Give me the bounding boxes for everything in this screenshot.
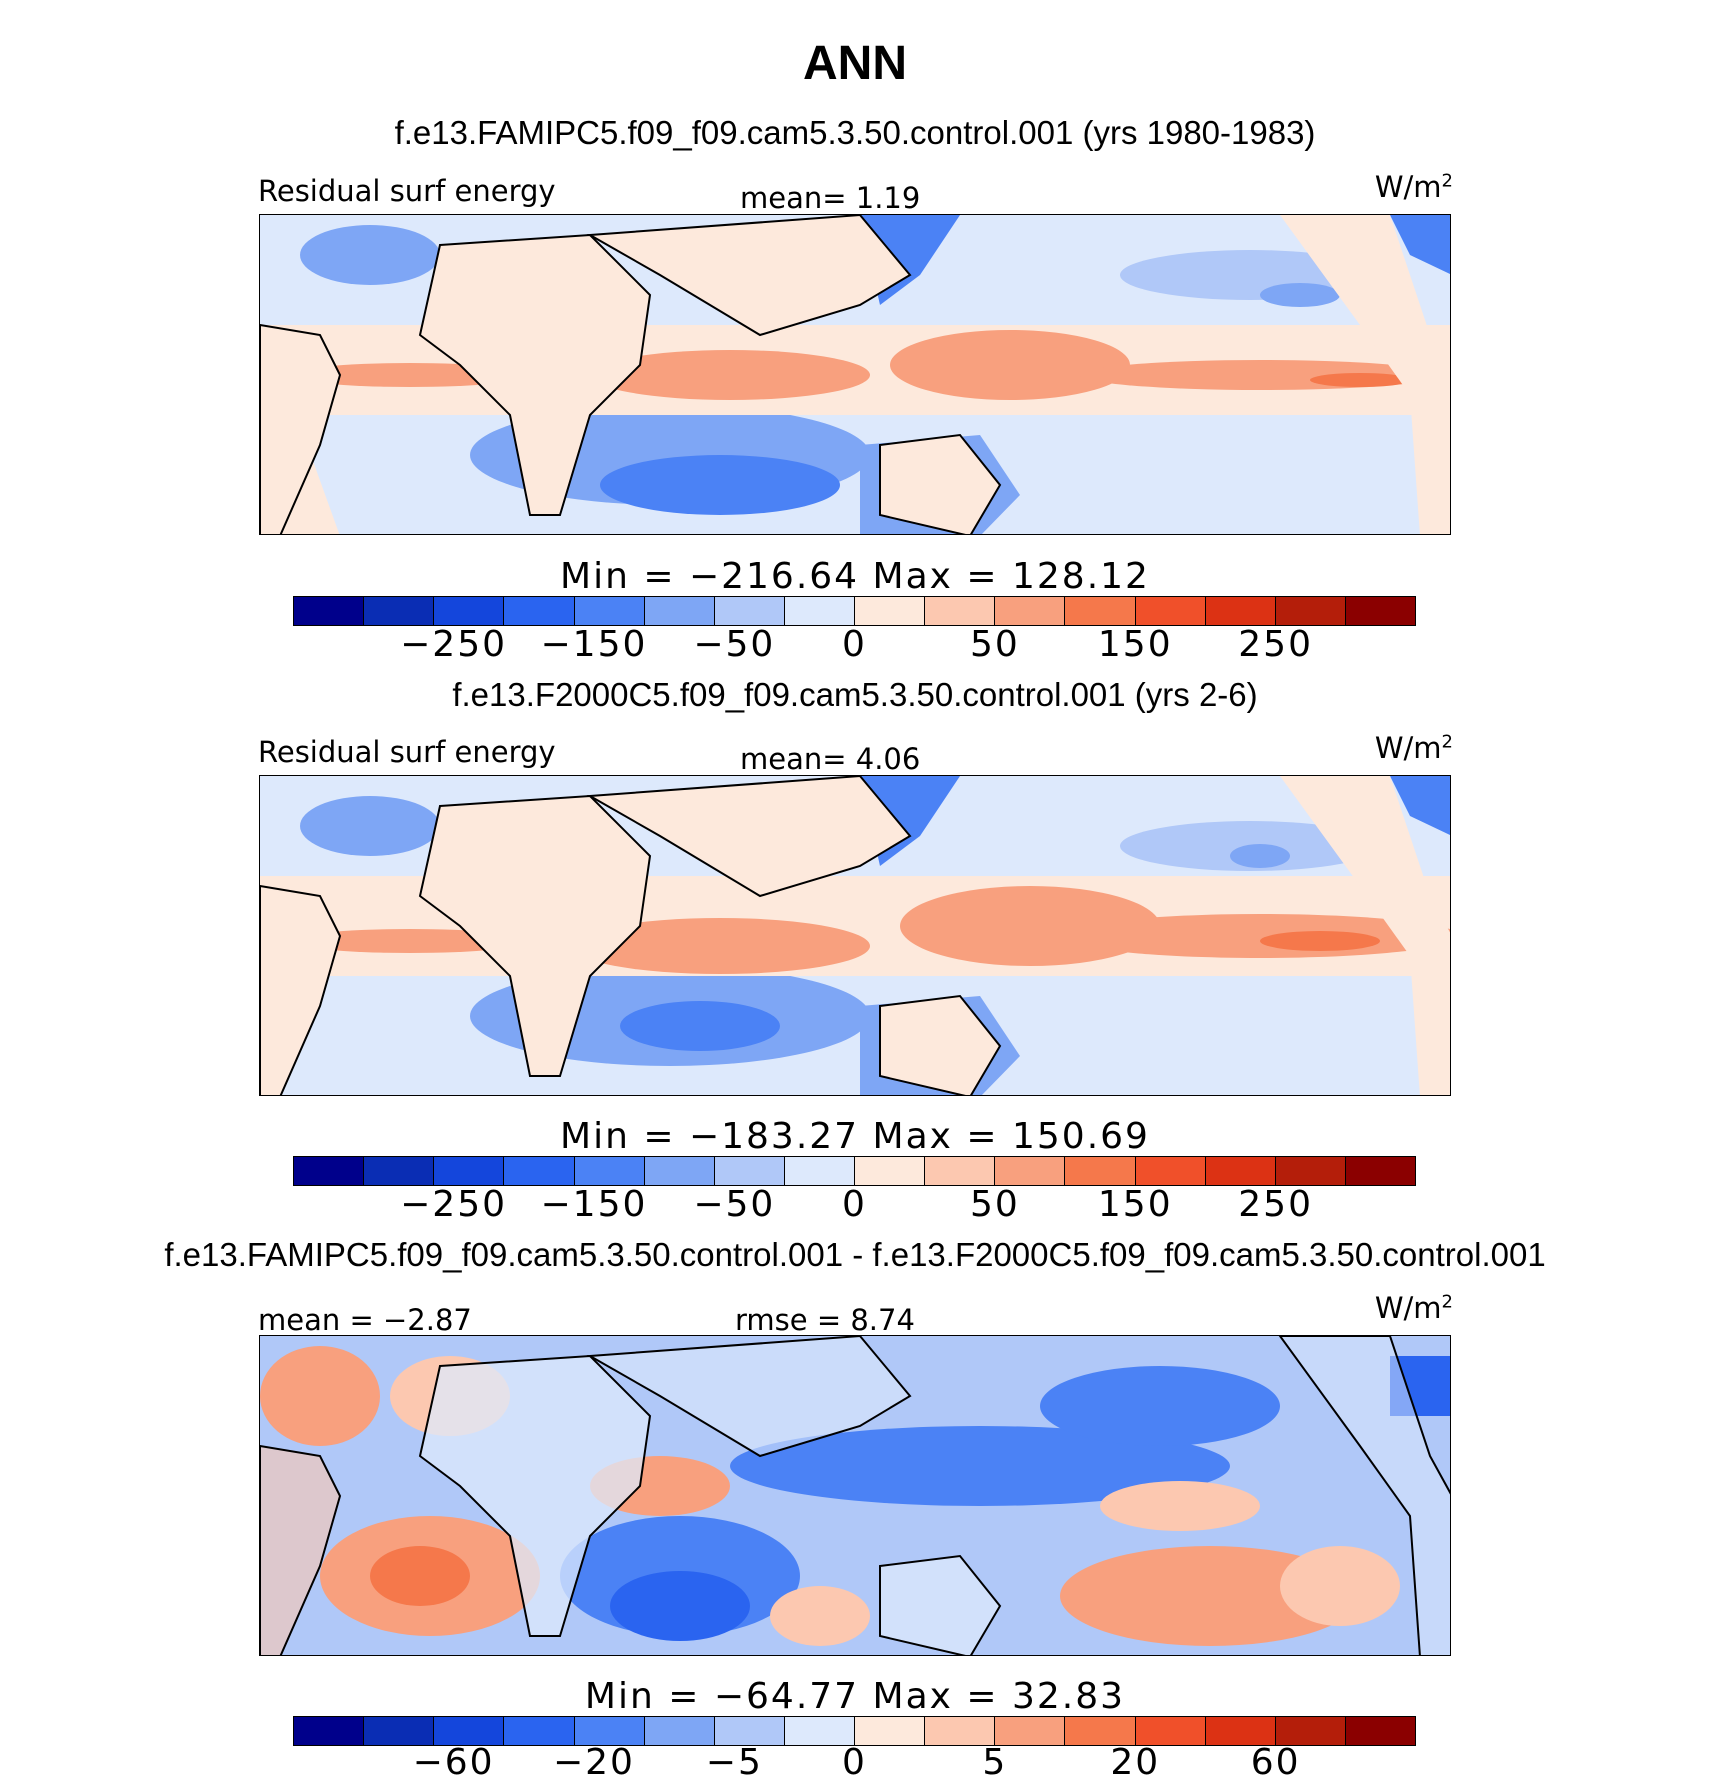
colorbar-box <box>1065 1157 1136 1185</box>
tick-label: 0 <box>842 624 867 665</box>
panel-1-map <box>259 214 1451 535</box>
colorbar-box <box>1135 597 1206 625</box>
colorbar-box <box>714 1157 785 1185</box>
colorbar-box <box>855 597 926 625</box>
colorbar-box <box>644 1717 715 1745</box>
colorbar-box <box>504 1157 575 1185</box>
tick-label: −150 <box>540 624 648 665</box>
panel-1-units: W/m2 <box>1374 170 1453 204</box>
panel-2-colorbar <box>293 1156 1416 1186</box>
colorbar-box <box>784 1717 855 1745</box>
colorbar-box <box>1345 1717 1415 1745</box>
colorbar-box <box>995 1717 1066 1745</box>
colorbar-box <box>1275 1157 1346 1185</box>
colorbar-box <box>364 1157 435 1185</box>
colorbar-box <box>504 597 575 625</box>
colorbar-box <box>1205 1717 1276 1745</box>
colorbar-box <box>1205 1157 1276 1185</box>
colorbar-box <box>1275 597 1346 625</box>
colorbar-box <box>1345 597 1415 625</box>
colorbar-box <box>294 1157 365 1185</box>
colorbar-box <box>644 597 715 625</box>
tick-label: 50 <box>969 624 1020 665</box>
colorbar-box <box>574 1717 645 1745</box>
colorbar-box <box>855 1717 926 1745</box>
tick-label: −50 <box>693 624 776 665</box>
tick-label: −50 <box>693 1184 776 1225</box>
tick-label: −60 <box>412 1742 495 1783</box>
panel-1-mean-label: mean= 1.19 <box>740 181 921 215</box>
panel-3-case-title: f.e13.FAMIPC5.f09_f09.cam5.3.50.control.… <box>164 1236 1546 1273</box>
tick-label: 60 <box>1250 1742 1301 1783</box>
panel-2-map <box>259 775 1451 1096</box>
colorbar-box <box>434 1717 505 1745</box>
colorbar-box <box>784 1157 855 1185</box>
colorbar-box <box>1275 1717 1346 1745</box>
colorbar-box <box>714 597 785 625</box>
panel-3-colorbar <box>293 1716 1416 1746</box>
panel-2-units: W/m2 <box>1374 731 1453 765</box>
panel-1-case-title: f.e13.FAMIPC5.f09_f09.cam5.3.50.control.… <box>394 114 1316 151</box>
colorbar-box <box>574 1157 645 1185</box>
colorbar-box <box>1135 1157 1206 1185</box>
tick-label: 50 <box>969 1184 1020 1225</box>
colorbar-box <box>1205 597 1276 625</box>
panel-3-colorbar-ticks: −60 −20 −5 0 5 20 60 <box>293 1742 1416 1783</box>
panel-2-min-max: Min = −183.27 Max = 150.69 <box>560 1116 1150 1157</box>
colorbar-box <box>434 1157 505 1185</box>
tick-label: −250 <box>400 624 508 665</box>
colorbar-box <box>1135 1717 1206 1745</box>
tick-label: −5 <box>705 1742 763 1783</box>
tick-label: 150 <box>1097 1184 1173 1225</box>
colorbar-box <box>995 597 1066 625</box>
colorbar-box <box>434 597 505 625</box>
colorbar-box <box>644 1157 715 1185</box>
panel-1-min-max: Min = −216.64 Max = 128.12 <box>560 556 1150 597</box>
page-title: ANN <box>803 37 907 90</box>
colorbar-box <box>364 1717 435 1745</box>
colorbar-box <box>714 1717 785 1745</box>
panel-2-variable-label: Residual surf energy <box>258 735 556 769</box>
tick-label: 150 <box>1097 624 1173 665</box>
colorbar-box <box>855 1157 926 1185</box>
panel-2-mean-label: mean= 4.06 <box>740 742 921 776</box>
panel-3-min-max: Min = −64.77 Max = 32.83 <box>584 1676 1126 1717</box>
tick-label: 0 <box>842 1742 867 1783</box>
colorbar-box <box>1065 597 1136 625</box>
tick-label: 0 <box>842 1184 867 1225</box>
tick-label: 250 <box>1238 1184 1313 1225</box>
panel-2-case-title: f.e13.F2000C5.f09_f09.cam5.3.50.control.… <box>452 676 1258 713</box>
colorbar-box <box>364 597 435 625</box>
tick-label: 250 <box>1238 624 1313 665</box>
tick-label: −20 <box>552 1742 635 1783</box>
tick-label: −150 <box>540 1184 648 1225</box>
colorbar-box <box>925 1717 996 1745</box>
panel-1-colorbar <box>293 596 1416 626</box>
colorbar-box <box>294 1717 365 1745</box>
colorbar-box <box>1345 1157 1415 1185</box>
colorbar-box <box>504 1717 575 1745</box>
panel-1-colorbar-ticks: −250 −150 −50 0 50 150 250 <box>293 624 1416 665</box>
panel-3-mean-label: mean = −2.87 <box>258 1303 472 1337</box>
colorbar-box <box>995 1157 1066 1185</box>
colorbar-box <box>294 597 365 625</box>
colorbar-box <box>784 597 855 625</box>
colorbar-box <box>925 1157 996 1185</box>
panel-3-map <box>259 1335 1451 1656</box>
colorbar-box <box>574 597 645 625</box>
panel-2-colorbar-ticks: −250 −150 −50 0 50 150 250 <box>293 1184 1416 1225</box>
panel-3-units: W/m2 <box>1374 1291 1453 1325</box>
tick-label: 20 <box>1110 1742 1161 1783</box>
tick-label: 5 <box>982 1742 1008 1783</box>
panel-3-rmse-label: rmse = 8.74 <box>735 1303 915 1337</box>
tick-label: −250 <box>400 1184 508 1225</box>
colorbar-box <box>1065 1717 1136 1745</box>
panel-1-variable-label: Residual surf energy <box>258 174 556 208</box>
colorbar-box <box>925 597 996 625</box>
